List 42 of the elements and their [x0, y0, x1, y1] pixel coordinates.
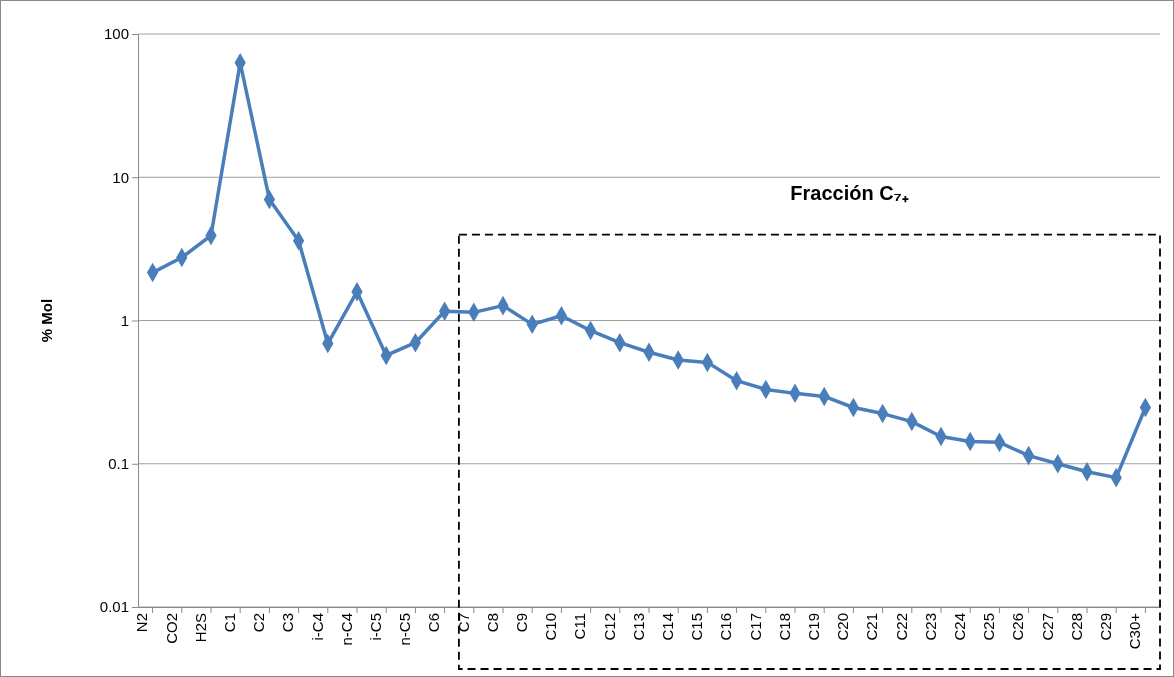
x-tick-label: C24 [950, 613, 968, 641]
x-tick-label: C2 [250, 613, 268, 633]
x-tick-label: i-C4 [308, 613, 326, 641]
y-tick-label: 1 [120, 311, 129, 329]
y-tick-label: 0.1 [108, 455, 129, 473]
x-tick-label: n-C5 [396, 613, 414, 646]
x-tick-label: C30+ [1126, 612, 1144, 650]
x-tick-label: C26 [1009, 613, 1027, 641]
x-tick-label: n-C4 [337, 613, 355, 646]
x-tick-label: CO2 [162, 613, 180, 644]
x-tick-label: N2 [133, 613, 151, 633]
x-tick-label: C13 [629, 613, 647, 641]
x-tick-label: C1 [220, 613, 238, 633]
x-tick-label: i-C5 [366, 613, 384, 641]
x-tick-label: C7 [454, 613, 472, 633]
y-tick-label: 0.01 [99, 598, 129, 616]
x-tick-label: C9 [512, 613, 530, 633]
x-tick-label: C19 [804, 613, 822, 641]
x-tick-label: C23 [921, 613, 939, 641]
x-tick-label: C14 [658, 613, 676, 641]
x-tick-label: C16 [717, 613, 735, 641]
x-tick-label: C20 [834, 613, 852, 641]
y-axis-title: % Mol [38, 298, 55, 343]
x-tick-label: C17 [746, 613, 764, 641]
x-tick-label: C10 [542, 613, 560, 641]
x-tick-label: C11 [571, 613, 589, 640]
x-tick-label: C27 [1038, 613, 1056, 641]
x-tick-label: C18 [775, 613, 793, 641]
x-tick-label: C21 [863, 613, 881, 641]
x-tick-label: C12 [600, 613, 618, 641]
annotation: Fracción C₇₊ [790, 182, 909, 205]
x-tick-label: C15 [688, 613, 706, 641]
y-tick-label: 100 [103, 25, 129, 43]
y-tick-label: 10 [112, 168, 129, 186]
x-tick-label: C6 [425, 613, 443, 633]
x-tick-label: C29 [1096, 613, 1114, 641]
x-tick-label: C22 [892, 613, 910, 641]
x-tick-label: H2S [191, 613, 209, 643]
x-tick-label: C3 [279, 613, 297, 633]
x-tick-label: C8 [483, 613, 501, 633]
x-tick-label: C25 [980, 613, 998, 641]
x-tick-label: C28 [1067, 613, 1085, 641]
